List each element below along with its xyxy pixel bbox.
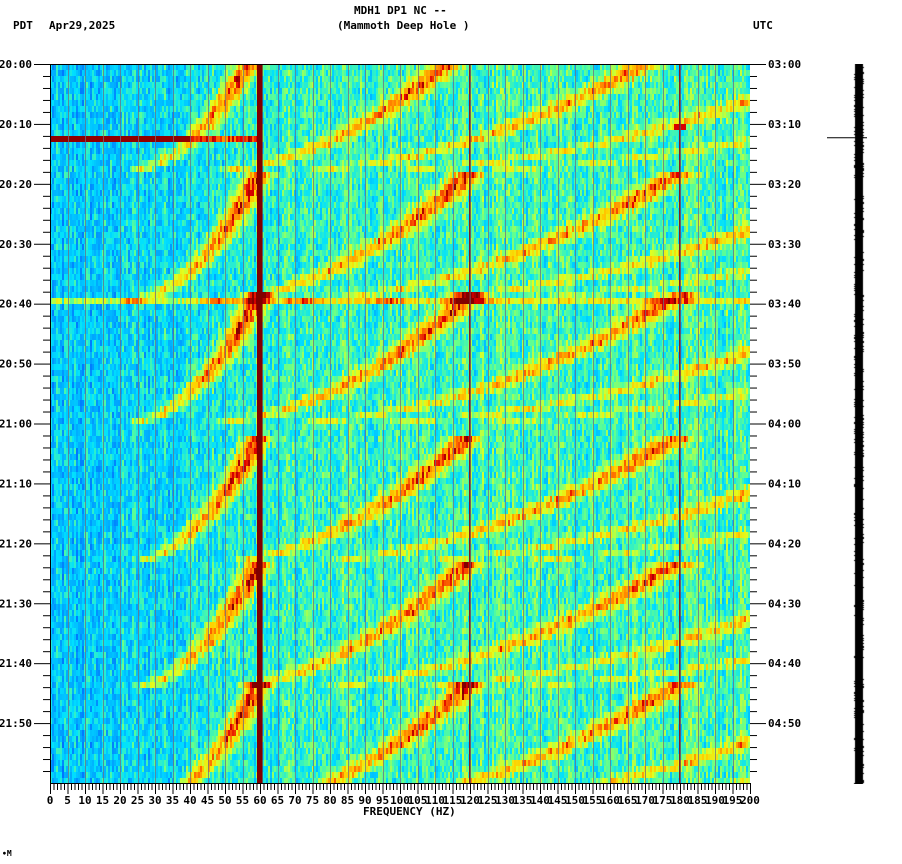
right-timezone-label: UTC	[753, 19, 773, 32]
x-tick-label: 85	[341, 794, 354, 807]
y-tick-label-left: 21:00	[0, 418, 32, 431]
x-tick-label: 45	[201, 794, 214, 807]
x-tick-label: 170	[635, 794, 655, 807]
x-tick-label: 55	[236, 794, 249, 807]
x-tick-label: 180	[670, 794, 690, 807]
spectrogram-plot	[50, 64, 750, 783]
x-tick-label: 125	[478, 794, 498, 807]
left-timezone-label: PDT	[13, 19, 33, 32]
y-tick-label-left: 20:20	[0, 178, 32, 191]
y-tick-label-right: 03:50	[768, 358, 801, 371]
x-tick-label: 70	[288, 794, 301, 807]
date-label: Apr29,2025	[49, 19, 116, 32]
y-tick-label-right: 03:10	[768, 118, 801, 131]
x-tick-label: 35	[166, 794, 179, 807]
y-tick-label-right: 03:40	[768, 298, 801, 311]
y-tick-label-right: 04:40	[768, 657, 801, 670]
x-tick-label: 120	[460, 794, 480, 807]
y-tick-label-right: 04:30	[768, 597, 801, 610]
station-title: MDH1 DP1 NC --	[354, 4, 447, 17]
x-tick-label: 80	[323, 794, 336, 807]
x-tick-label: 175	[653, 794, 673, 807]
y-tick-label-left: 21:10	[0, 477, 32, 490]
x-tick-label: 60	[253, 794, 266, 807]
x-axis-label: FREQUENCY (HZ)	[363, 805, 456, 818]
y-tick-label-right: 03:20	[768, 178, 801, 191]
x-tick-label: 20	[113, 794, 126, 807]
x-tick-label: 155	[583, 794, 603, 807]
x-tick-label: 65	[271, 794, 284, 807]
y-tick-label-left: 20:30	[0, 238, 32, 251]
footer-mark: ∙M	[2, 849, 12, 858]
y-tick-label-right: 04:00	[768, 418, 801, 431]
y-tick-label-left: 20:50	[0, 358, 32, 371]
y-tick-label-left: 21:40	[0, 657, 32, 670]
x-tick-label: 10	[78, 794, 91, 807]
x-tick-label: 30	[148, 794, 161, 807]
y-tick-label-right: 04:20	[768, 537, 801, 550]
x-tick-label: 40	[183, 794, 196, 807]
y-tick-label-right: 03:30	[768, 238, 801, 251]
y-tick-label-right: 04:10	[768, 477, 801, 490]
x-tick-label: 135	[513, 794, 533, 807]
site-subtitle: (Mammoth Deep Hole )	[337, 19, 470, 32]
x-tick-label: 75	[306, 794, 319, 807]
x-tick-label: 15	[96, 794, 109, 807]
x-tick-label: 150	[565, 794, 585, 807]
y-tick-label-left: 20:40	[0, 298, 32, 311]
seismogram-trace	[853, 64, 867, 784]
x-tick-label: 165	[618, 794, 638, 807]
y-tick-label-left: 21:50	[0, 717, 32, 730]
x-tick-label: 0	[47, 794, 54, 807]
x-tick-label: 130	[495, 794, 515, 807]
x-tick-label: 145	[548, 794, 568, 807]
x-tick-label: 190	[705, 794, 725, 807]
x-tick-label: 140	[530, 794, 550, 807]
x-tick-label: 25	[131, 794, 144, 807]
x-tick-label: 195	[723, 794, 743, 807]
y-tick-label-left: 21:20	[0, 537, 32, 550]
x-tick-label: 5	[64, 794, 71, 807]
x-tick-label: 160	[600, 794, 620, 807]
x-tick-label: 200	[740, 794, 760, 807]
x-tick-label: 50	[218, 794, 231, 807]
y-tick-label-left: 20:00	[0, 58, 32, 71]
y-tick-label-right: 04:50	[768, 717, 801, 730]
y-tick-label-left: 21:30	[0, 597, 32, 610]
x-tick-label: 185	[688, 794, 708, 807]
y-tick-label-left: 20:10	[0, 118, 32, 131]
y-tick-label-right: 03:00	[768, 58, 801, 71]
